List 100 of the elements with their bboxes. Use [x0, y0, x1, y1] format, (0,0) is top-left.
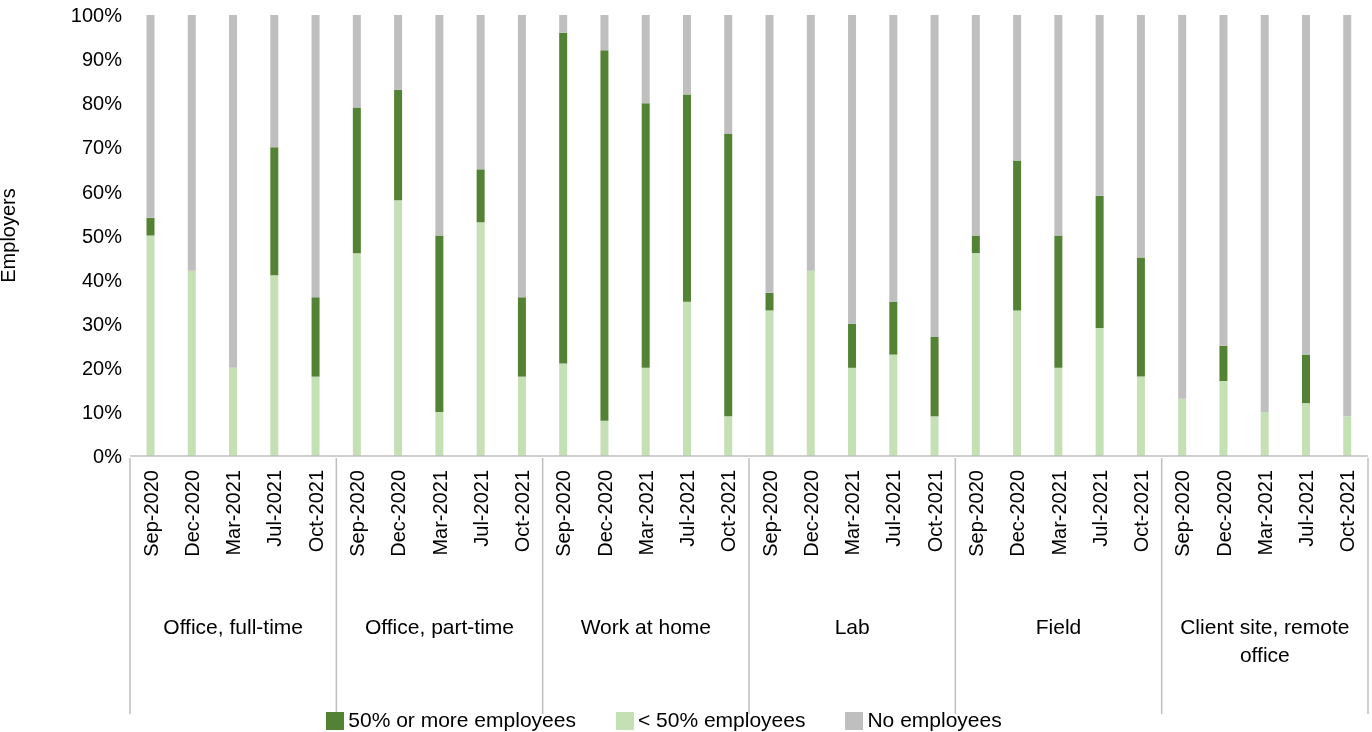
bar [765, 15, 774, 293]
bar [517, 15, 526, 298]
bar [1136, 376, 1145, 456]
x-tick-label: Mar-2021 [634, 470, 657, 556]
y-tick-label: 10% [81, 401, 123, 423]
bar [1013, 15, 1022, 161]
bar [146, 15, 155, 218]
bar [352, 253, 361, 456]
bar [724, 15, 733, 135]
bar [476, 222, 485, 456]
text: Field [1035, 615, 1082, 638]
y-tick-label: 30% [81, 312, 123, 335]
bar [682, 301, 691, 456]
bar [765, 310, 774, 456]
bar [394, 200, 403, 456]
bar [1343, 15, 1352, 417]
bar [765, 292, 774, 311]
bar [930, 336, 939, 417]
bar [559, 32, 568, 364]
bar [1301, 403, 1310, 456]
x-tick-label: Dec-2020 [1006, 470, 1029, 557]
x-tick-label: Sep-2020 [345, 470, 368, 557]
bar [971, 235, 980, 254]
bar [187, 270, 196, 456]
bar [229, 15, 238, 368]
bar [806, 15, 815, 271]
bar [889, 301, 898, 355]
x-tick-label: Mar-2021 [1047, 470, 1070, 556]
y-tick-label: 0% [93, 445, 123, 468]
bar [971, 15, 980, 236]
bar [229, 367, 238, 456]
bar [848, 323, 857, 368]
text: Office, full-time [163, 615, 303, 638]
x-tick-label: Sep-2020 [1171, 470, 1194, 557]
bar [1136, 257, 1145, 377]
y-tick-label: 60% [81, 180, 123, 203]
bar [682, 15, 691, 95]
y-tick-label: 40% [81, 268, 123, 291]
bar [1260, 15, 1269, 412]
bar [435, 411, 444, 456]
x-tick-label: Oct-2021 [923, 470, 946, 553]
x-tick-label: Dec-2020 [387, 470, 410, 557]
bar [394, 15, 403, 90]
x-tick-label: Mar-2021 [841, 470, 864, 556]
bar [146, 235, 155, 456]
bar [930, 15, 939, 337]
bar [311, 15, 320, 298]
y-tick-label: 100% [70, 4, 123, 27]
x-tick-label: Sep-2020 [758, 470, 781, 557]
bar [1013, 310, 1022, 456]
legend-label: < 50% employees [637, 708, 806, 731]
x-tick-label: Sep-2020 [139, 470, 162, 557]
bar [641, 367, 650, 456]
x-tick-label: Jul-2021 [882, 470, 905, 547]
bar [435, 15, 444, 236]
bar [1136, 15, 1145, 258]
x-tick-label: Dec-2020 [799, 470, 822, 557]
bar [1013, 160, 1022, 311]
bar [600, 50, 609, 421]
bar [1219, 15, 1228, 346]
x-tick-label: Dec-2020 [1212, 470, 1235, 557]
bar [600, 420, 609, 456]
bar [1054, 235, 1063, 368]
x-tick-label: Mar-2021 [1253, 470, 1276, 556]
bar [352, 107, 361, 254]
bar [1301, 354, 1310, 404]
bar [476, 15, 485, 170]
bar [889, 354, 898, 456]
bar [971, 253, 980, 456]
bar [394, 89, 403, 201]
x-tick-label: Oct-2021 [717, 470, 740, 553]
bar [848, 367, 857, 456]
x-tick-label: Jul-2021 [263, 470, 286, 547]
x-tick-label: Mar-2021 [428, 470, 451, 556]
bar [682, 94, 691, 302]
y-tick-label: 70% [81, 136, 123, 159]
text: Office, part-time [365, 615, 514, 638]
bar [806, 270, 815, 456]
bar [724, 416, 733, 456]
bar [270, 15, 279, 148]
y-tick-label: 50% [81, 224, 123, 247]
bar [517, 376, 526, 456]
bar [1301, 15, 1310, 355]
bar [1178, 15, 1187, 399]
bar [146, 217, 155, 236]
bar [311, 376, 320, 456]
legend-label: No employees [867, 708, 1002, 731]
bar [435, 235, 444, 412]
bar [848, 15, 857, 324]
bar [517, 297, 526, 377]
y-axis-title: Employers [0, 188, 20, 283]
x-tick-label: Sep-2020 [964, 470, 987, 557]
bar [476, 169, 485, 223]
bar [1054, 15, 1063, 236]
bar [559, 363, 568, 456]
x-tick-label: Oct-2021 [1130, 470, 1153, 553]
bar [1260, 411, 1269, 456]
bar [187, 15, 196, 271]
x-tick-label: Mar-2021 [222, 470, 245, 556]
bar [724, 134, 733, 417]
